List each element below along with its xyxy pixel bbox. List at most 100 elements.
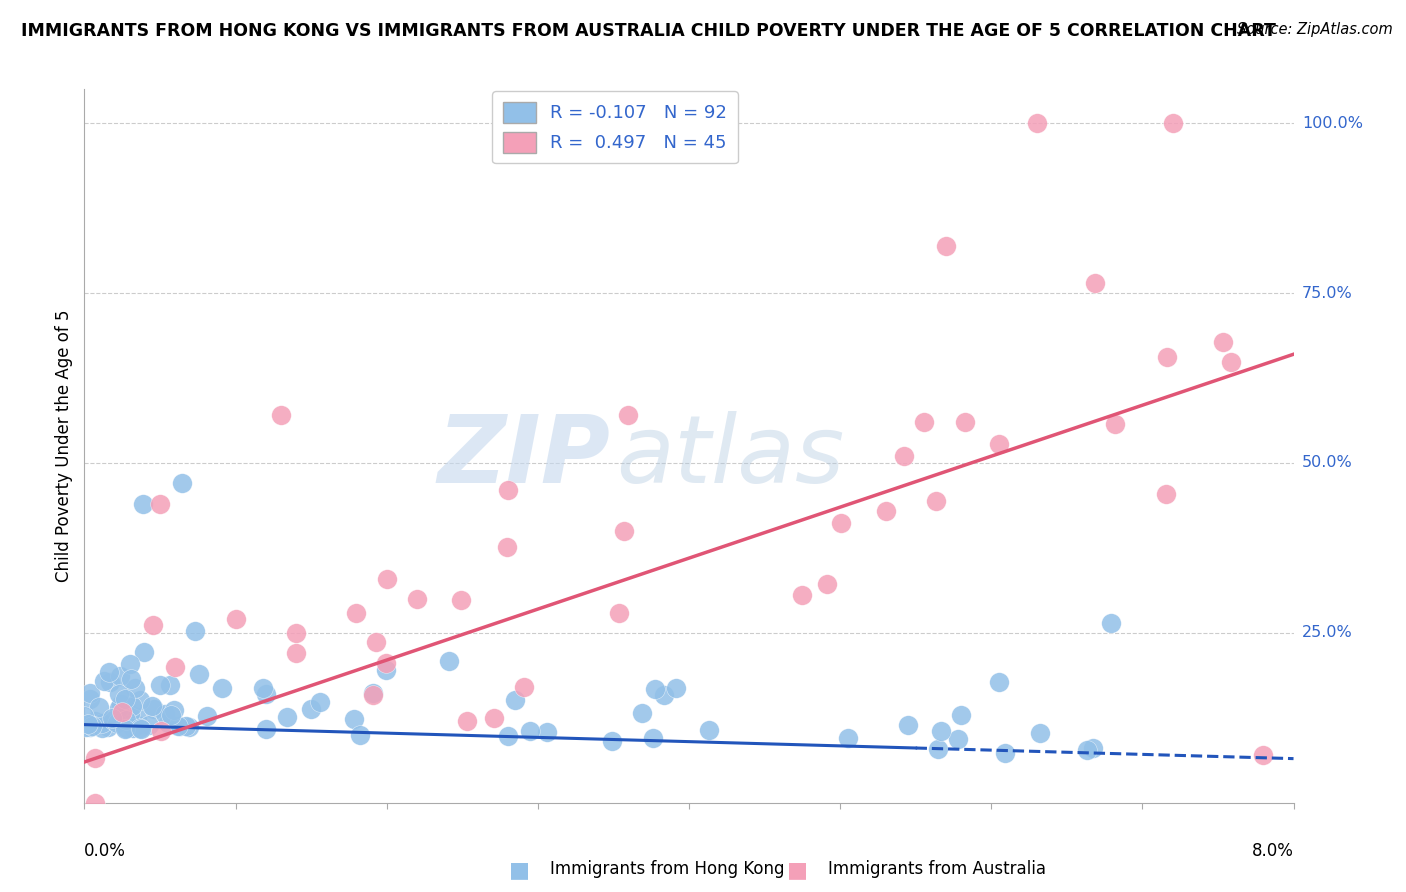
Point: [987, 436, 1010, 450]
Point: [929, 724, 952, 739]
Point: [110, 697, 132, 711]
Point: [946, 732, 969, 747]
Point: [950, 708, 973, 723]
Point: [170, 476, 193, 491]
Text: 75.0%: 75.0%: [1302, 285, 1353, 301]
Point: [105, 715, 128, 730]
Point: [617, 409, 640, 423]
Point: [101, 713, 124, 727]
Point: [108, 669, 131, 683]
Legend: R = -0.107   N = 92, R =  0.497   N = 45: R = -0.107 N = 92, R = 0.497 N = 45: [492, 91, 738, 163]
Point: [450, 592, 472, 607]
Point: [97, 720, 120, 734]
Text: atlas: atlas: [616, 411, 845, 502]
Point: [125, 718, 148, 732]
Point: [73, 709, 96, 723]
Point: [150, 723, 173, 738]
Point: [343, 712, 366, 726]
Point: [482, 711, 505, 725]
Point: [875, 504, 897, 518]
Point: [121, 699, 143, 714]
Point: [122, 722, 145, 736]
Point: [830, 516, 852, 531]
Point: [115, 713, 138, 727]
Point: [80, 719, 103, 733]
Point: [129, 721, 152, 735]
Point: [1212, 335, 1234, 350]
Point: [93, 673, 115, 688]
Point: [935, 238, 957, 252]
Point: [108, 688, 131, 702]
Point: [349, 728, 371, 742]
Text: 8.0%: 8.0%: [1251, 842, 1294, 860]
Point: [987, 674, 1010, 689]
Point: [179, 720, 201, 734]
Point: [361, 685, 384, 699]
Point: [270, 409, 292, 423]
Text: 0.0%: 0.0%: [84, 842, 127, 860]
Point: [165, 660, 187, 674]
Point: [536, 725, 558, 739]
Point: [953, 415, 976, 429]
Point: [837, 731, 859, 746]
Point: [308, 695, 330, 709]
Point: [924, 494, 946, 508]
Point: [83, 796, 105, 810]
Point: [1220, 355, 1243, 369]
Point: [665, 681, 688, 695]
Point: [132, 497, 155, 511]
Point: [98, 674, 121, 689]
Point: [252, 681, 274, 695]
Text: Source: ZipAtlas.com: Source: ZipAtlas.com: [1237, 22, 1393, 37]
Point: [1081, 740, 1104, 755]
Point: [1029, 726, 1052, 740]
Point: [97, 665, 120, 679]
Text: Immigrants from Hong Kong: Immigrants from Hong Kong: [550, 860, 785, 878]
Point: [643, 731, 665, 745]
Text: ZIP: ZIP: [437, 410, 610, 503]
Point: [149, 678, 172, 692]
Point: [505, 692, 527, 706]
Text: 50.0%: 50.0%: [1302, 456, 1353, 470]
Point: [156, 716, 179, 731]
Point: [607, 606, 630, 620]
Point: [79, 686, 101, 700]
Point: [111, 705, 134, 719]
Point: [149, 497, 172, 511]
Point: [89, 699, 111, 714]
Point: [364, 635, 387, 649]
Point: [406, 591, 429, 606]
Point: [652, 689, 675, 703]
Point: [792, 588, 814, 602]
Point: [125, 710, 148, 724]
Point: [176, 719, 198, 733]
Point: [375, 656, 398, 670]
Text: 25.0%: 25.0%: [1302, 625, 1353, 640]
Point: [90, 716, 112, 731]
Point: [437, 654, 460, 668]
Point: [211, 681, 233, 696]
Point: [84, 714, 107, 729]
Point: [129, 693, 152, 707]
Point: [138, 717, 160, 731]
Text: IMMIGRANTS FROM HONG KONG VS IMMIGRANTS FROM AUSTRALIA CHILD POVERTY UNDER THE A: IMMIGRANTS FROM HONG KONG VS IMMIGRANTS …: [21, 22, 1277, 40]
Y-axis label: Child Poverty Under the Age of 5: Child Poverty Under the Age of 5: [55, 310, 73, 582]
Point: [91, 722, 114, 736]
Point: [285, 626, 308, 640]
Point: [495, 540, 517, 554]
Point: [118, 657, 141, 671]
Point: [893, 449, 915, 463]
Point: [120, 672, 142, 686]
Point: [160, 708, 183, 723]
Point: [166, 719, 188, 733]
Point: [141, 698, 163, 713]
Point: [75, 720, 97, 734]
Point: [994, 746, 1017, 760]
Point: [79, 720, 101, 734]
Point: [114, 722, 136, 736]
Point: [600, 734, 623, 748]
Point: [912, 415, 935, 429]
Point: [285, 646, 308, 660]
Point: [1025, 116, 1047, 130]
Point: [114, 692, 136, 706]
